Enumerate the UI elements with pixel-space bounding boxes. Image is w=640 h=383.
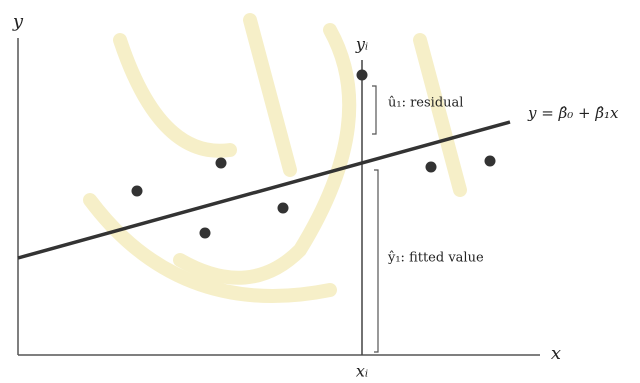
regression-diagram: y x yᵢ xᵢ û₁: residual ŷ₁: fitted value … [0, 0, 640, 383]
point [200, 228, 211, 239]
xi-label: xᵢ [356, 362, 368, 381]
page: body { margin: 0; background: #fff; font… [0, 0, 640, 383]
fitted-label: ŷ₁: fitted value [387, 251, 484, 266]
equation: y = β̂₀ + β̂₁x [527, 104, 619, 122]
point [426, 162, 437, 173]
yi-label: yᵢ [355, 35, 368, 54]
point [357, 70, 368, 81]
watermark-stroke [250, 20, 290, 170]
body: {"axes": {"y_label": "y", "x_label": "x"… [0, 0, 640, 383]
y-axis-label: y [12, 11, 24, 32]
watermark-stroke [120, 40, 230, 151]
x-axis-label: x [551, 343, 561, 364]
regression-line [18, 122, 510, 258]
residual-bracket [372, 86, 376, 134]
point [485, 156, 496, 167]
point [278, 203, 289, 214]
point [216, 158, 227, 169]
fitted-bracket [374, 170, 378, 352]
point [132, 186, 143, 197]
residual-label: û₁: residual [388, 96, 463, 111]
